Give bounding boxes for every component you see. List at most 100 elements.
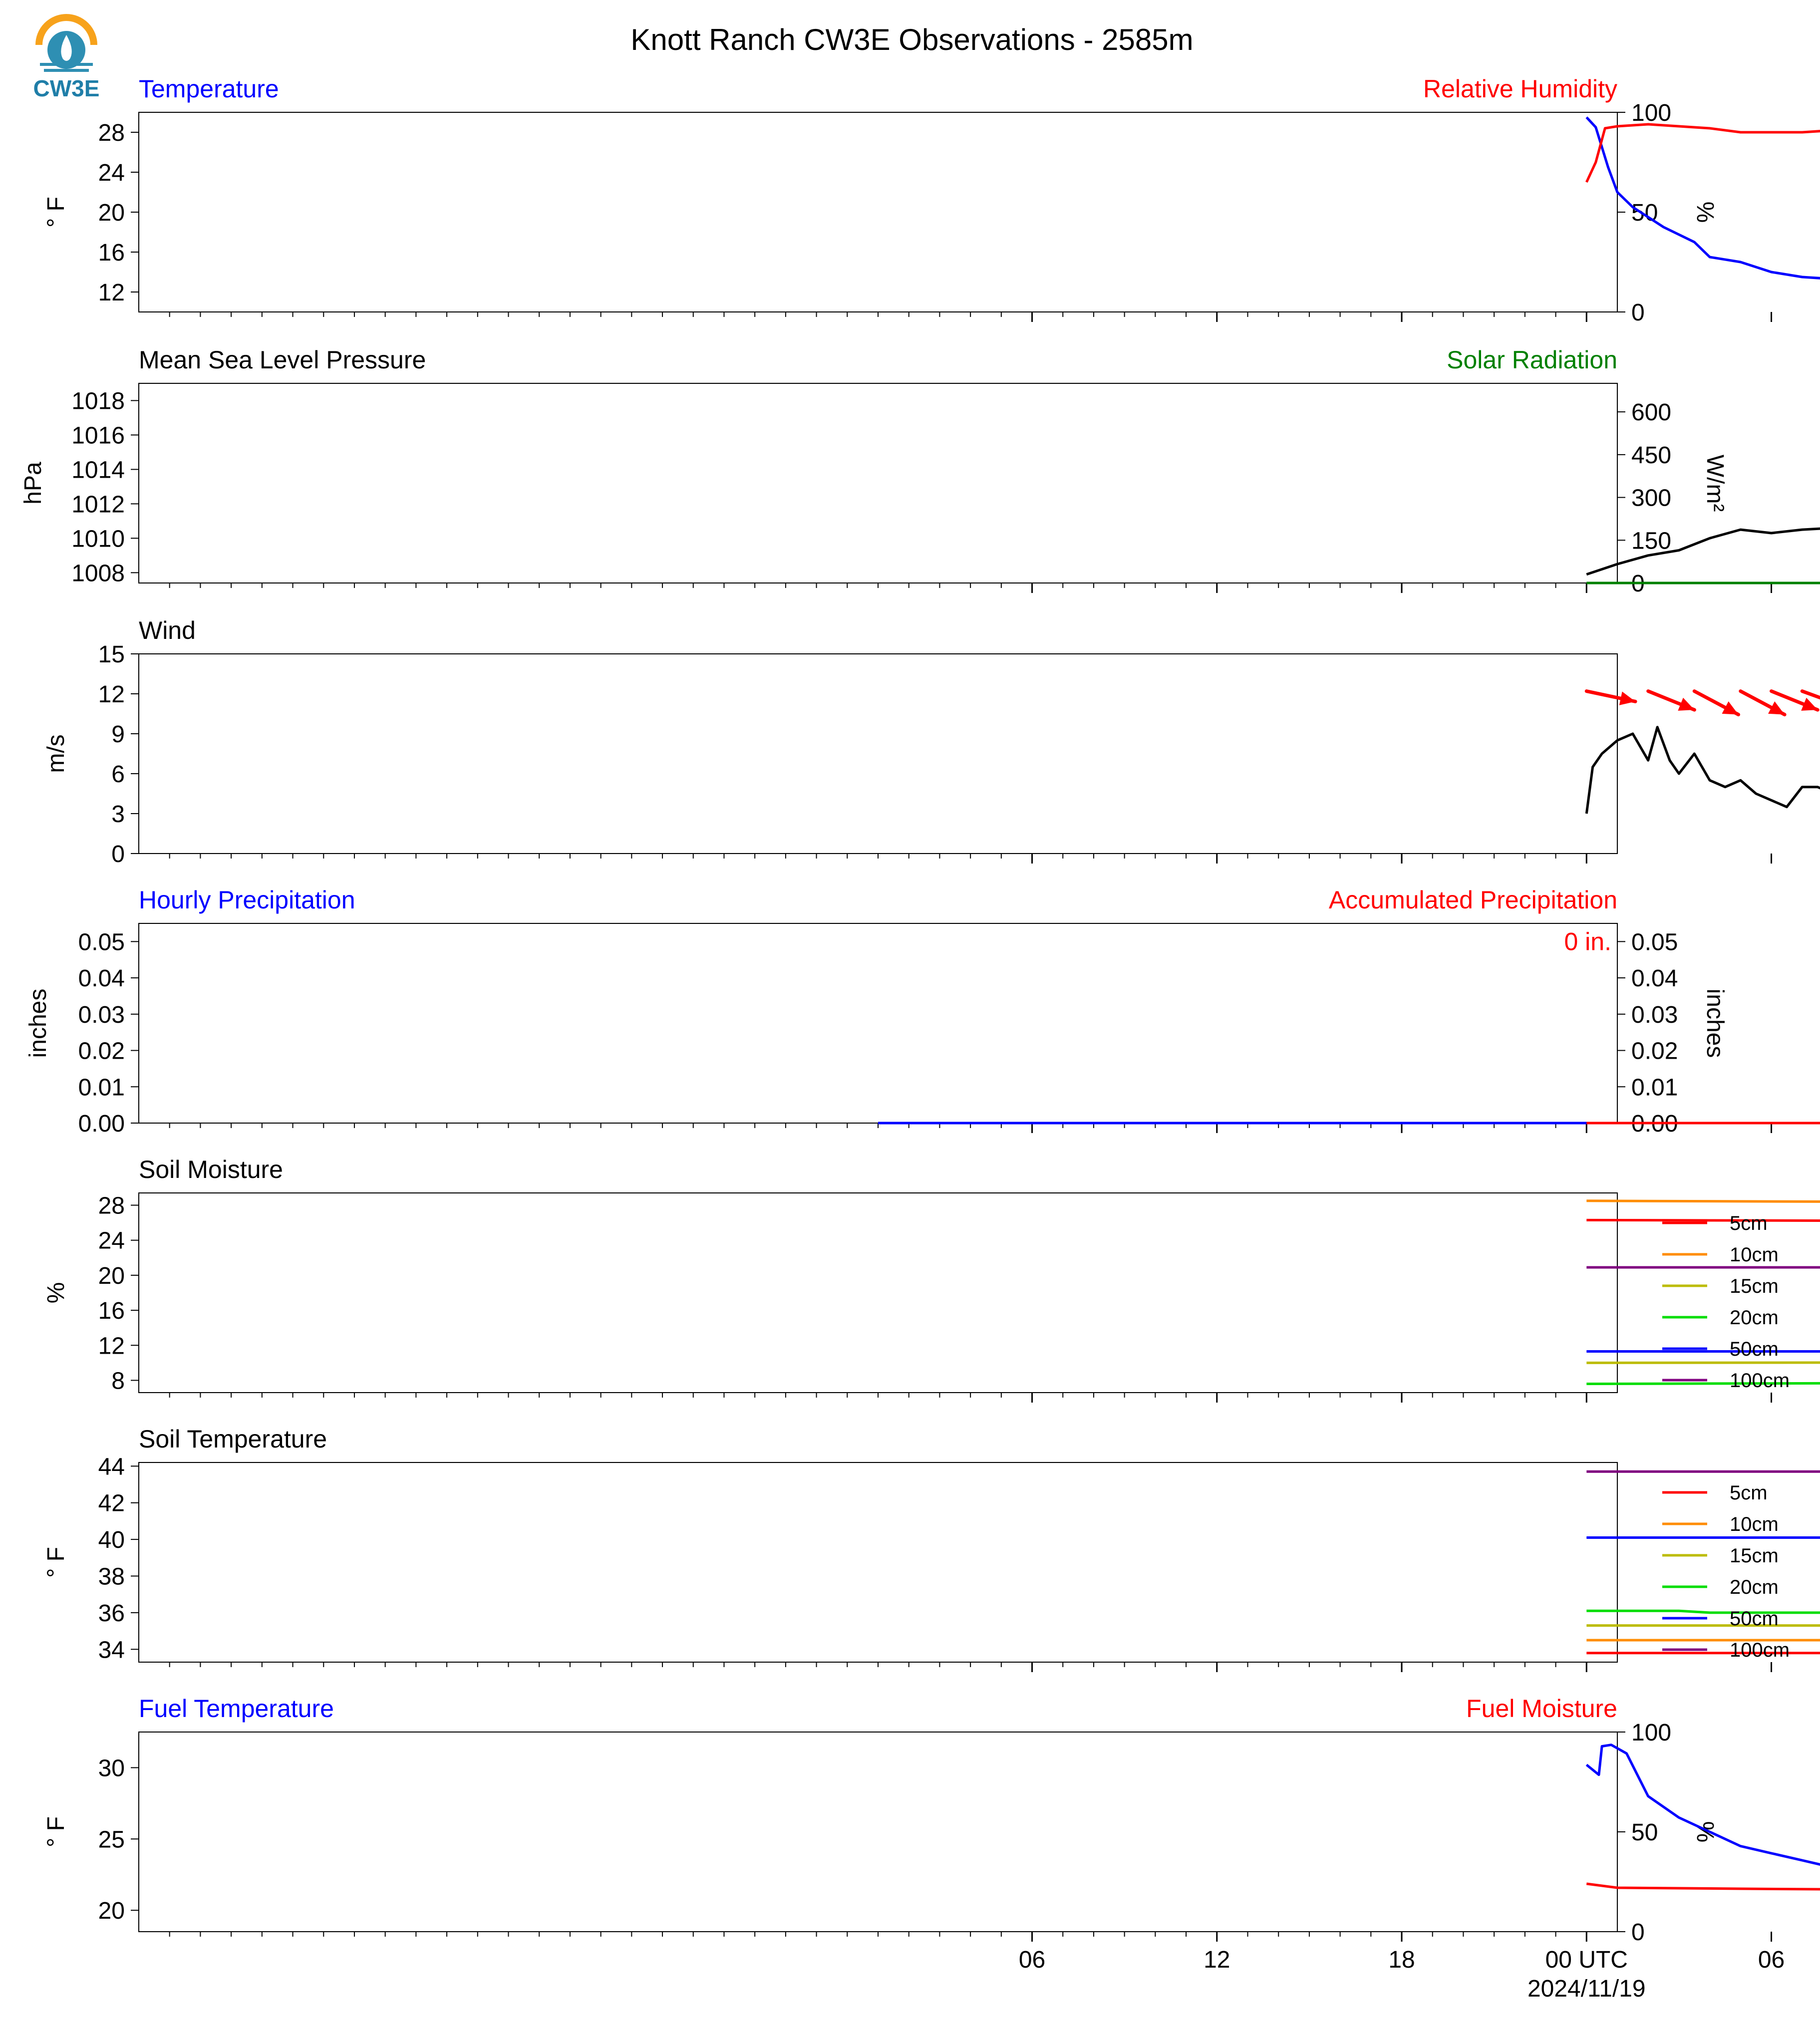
y-tick-label: 25 <box>98 1826 125 1853</box>
series-line-1 <box>1586 1199 1820 1203</box>
y-tick-label: 28 <box>98 1193 125 1219</box>
panel-temp-rh: Temperature Relative Humidity 12 16 20 24 28 ° … <box>43 75 1820 326</box>
y-tick-label: 6 <box>111 761 125 788</box>
y-tick-label: 12 <box>98 681 125 708</box>
legend-entry: 10cm <box>1730 1244 1779 1266</box>
y2-tick-label: 100 <box>1631 100 1671 126</box>
panel-fuel: Fuel Temperature Fuel Moisture 20 25 30 ° F 0 5… <box>43 1695 1820 1946</box>
y-tick-label: 30 <box>98 1755 125 1781</box>
y-axis-label: hPa <box>20 462 46 505</box>
y-tick-label: 0.02 <box>78 1038 125 1065</box>
y-tick-label: 0.05 <box>78 929 125 955</box>
y2-tick-label: 0.02 <box>1631 1038 1678 1065</box>
y-tick-label: 0 <box>111 841 125 868</box>
y2-tick-label: 0 <box>1631 299 1645 326</box>
legend-entry: 20cm <box>1730 1576 1779 1598</box>
y-tick-label: 8 <box>111 1368 125 1394</box>
panel-left-title: Hourly Precipitation <box>139 886 355 914</box>
y-axis-label: ° F <box>43 1816 69 1847</box>
y-tick-label: 1014 <box>71 457 125 483</box>
wind-arrow-head <box>1678 697 1695 711</box>
panel-soil-temp: Soil Temperature 34 36 38 40 42 44 ° F 5cm 10cm 15… <box>43 1425 1820 1672</box>
panel-pressure-solar: Mean Sea Level Pressure Solar Radiation 10… <box>20 346 1820 597</box>
x-tick-label: 12 <box>1204 1947 1230 1973</box>
y-tick-label: 16 <box>98 240 125 266</box>
y-tick-label: 1018 <box>71 388 125 414</box>
y-axis-label: % <box>43 1282 69 1304</box>
y-tick-label: 15 <box>98 641 125 668</box>
legend-entry: 5cm <box>1730 1482 1768 1504</box>
y-tick-label: 0.04 <box>78 965 125 992</box>
series-line-0 <box>1586 527 1820 576</box>
wind-arrow <box>1692 689 1741 717</box>
y-tick-label: 40 <box>98 1527 125 1553</box>
y-tick-label: 24 <box>98 160 125 186</box>
series-line-1 <box>1586 1882 1820 1891</box>
x-date-label: 2024/11/19 <box>1527 1976 1646 2002</box>
y2-tick-label: 0.01 <box>1631 1074 1678 1101</box>
y-tick-label: 12 <box>98 1333 125 1359</box>
y-tick-label: 1016 <box>71 422 125 449</box>
y-axis-label: ° F <box>43 1547 69 1578</box>
cw3e-logo: CW3E <box>33 14 99 101</box>
y-tick-label: 36 <box>98 1600 125 1627</box>
series-line-3 <box>1586 1609 1820 1614</box>
y-axis-label: m/s <box>43 734 69 773</box>
legend-entry: 10cm <box>1730 1513 1779 1535</box>
y2-tick-label: 150 <box>1631 528 1671 554</box>
y-tick-label: 0.01 <box>78 1074 125 1101</box>
wind-arrow <box>1770 689 1820 712</box>
panel-wind: Wind 0 3 6 9 12 15 m/s <box>43 616 1820 868</box>
panel-left-title: Temperature <box>139 75 279 103</box>
series-line-1 <box>1585 123 1820 183</box>
y-tick-label: 3 <box>111 801 125 828</box>
y-tick-label: 0.03 <box>78 1002 125 1028</box>
wind-arrow-head <box>1768 701 1785 715</box>
panel-right-title: Solar Radiation <box>1447 346 1617 374</box>
wind-arrow-shaft <box>1800 689 1820 700</box>
panel-left-title: Soil Moisture <box>139 1156 283 1183</box>
series-line-0 <box>1586 1218 1820 1222</box>
panel-right-title: Fuel Moisture <box>1466 1695 1617 1723</box>
legend: 5cm 10cm 15cm 20cm 50cm 100cm <box>1662 1482 1790 1661</box>
y-tick-label: 44 <box>98 1453 125 1480</box>
y-tick-label: 38 <box>98 1564 125 1590</box>
y2-tick-label: 0.03 <box>1631 1002 1678 1028</box>
y2-axis-label: inches <box>1702 989 1728 1058</box>
y2-axis-label: % <box>1692 202 1718 223</box>
wind-arrow-head <box>1722 701 1739 715</box>
y2-tick-label: 600 <box>1631 399 1671 426</box>
series-line-3 <box>1586 1382 1820 1385</box>
panel-left-title: Fuel Temperature <box>139 1695 334 1723</box>
y-tick-label: 0.00 <box>78 1111 125 1137</box>
y2-tick-label: 50 <box>1631 1819 1658 1846</box>
wind-arrow <box>1584 689 1637 705</box>
y-tick-label: 1010 <box>71 526 125 552</box>
panel-left-title: Mean Sea Level Pressure <box>139 346 426 374</box>
series-line-0 <box>1585 726 1820 814</box>
wind-arrow-head <box>1801 697 1818 711</box>
panel-right-title: Accumulated Precipitation <box>1329 886 1617 914</box>
series-line-0 <box>1585 116 1820 280</box>
y-tick-label: 28 <box>98 120 125 146</box>
wind-arrow-head <box>1619 691 1636 705</box>
panel-right-title: Relative Humidity <box>1423 75 1617 103</box>
series-line-0 <box>1585 1743 1820 1866</box>
legend-entry: 5cm <box>1730 1212 1768 1234</box>
legend-entry: 100cm <box>1730 1370 1790 1392</box>
legend-entry: 20cm <box>1730 1307 1779 1329</box>
y-axis-label: inches <box>25 989 51 1058</box>
y2-axis-label: W/m² <box>1702 455 1728 512</box>
legend-entry: 50cm <box>1730 1338 1779 1360</box>
legend-entry: 50cm <box>1730 1608 1779 1630</box>
panel-left-title: Soil Temperature <box>139 1425 327 1453</box>
x-tick-label: 18 <box>1388 1947 1415 1973</box>
chart-title: Knott Ranch CW3E Observations - 2585m <box>630 23 1193 56</box>
panels: Temperature Relative Humidity 12 16 20 24 28 ° … <box>20 75 1820 2002</box>
y-tick-label: 1012 <box>71 491 125 518</box>
legend: 5cm 10cm 15cm 20cm 50cm 100cm <box>1662 1212 1790 1392</box>
y-axis-label: ° F <box>43 197 69 228</box>
y-tick-label: 24 <box>98 1228 125 1254</box>
